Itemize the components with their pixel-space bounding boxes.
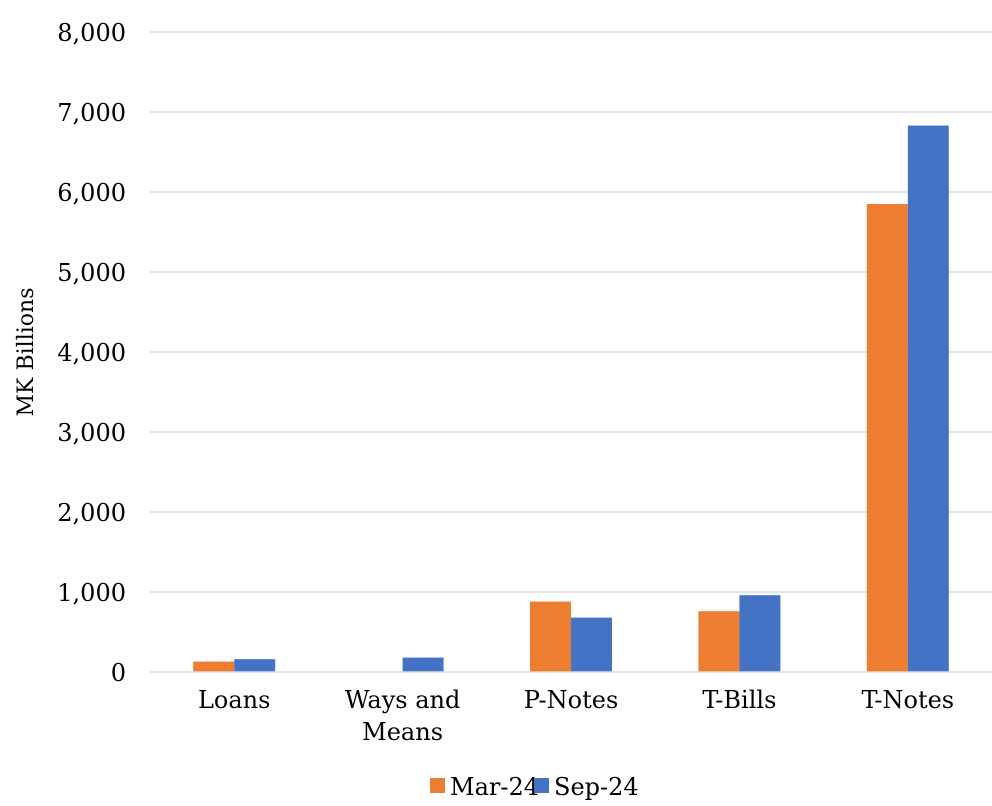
x-tick-label: T-Bills — [702, 686, 776, 714]
legend: Mar-24 Sep-24 — [430, 773, 639, 801]
y-axis-ticks: 0 1,000 2,000 3,000 4,000 5,000 6,000 7,000 8,00… — [57, 19, 126, 687]
x-tick-label-line: Loans — [198, 686, 270, 714]
y-tick-label: 4,000 — [57, 339, 126, 367]
bar-mar-24-p-notes — [530, 601, 571, 672]
y-tick-label: 2,000 — [57, 499, 126, 527]
bar-mar-24-t-notes — [866, 204, 908, 672]
x-tick-label: T-Notes — [861, 686, 954, 714]
x-tick-label: Ways and Means — [345, 686, 461, 746]
y-tick-label: 0 — [111, 659, 126, 687]
legend-label: Mar-24 — [450, 773, 539, 801]
x-tick-label-line: T-Notes — [861, 686, 954, 714]
y-tick-label: 1,000 — [57, 579, 126, 607]
bar-mar-24-t-bills — [698, 611, 740, 672]
x-tick-label: Loans — [198, 686, 270, 714]
y-tick-label: 7,000 — [57, 99, 126, 127]
x-tick-label-line: Means — [362, 718, 443, 746]
bar-sep-24-p-notes — [571, 617, 612, 672]
x-tick-label-line: P-Notes — [524, 686, 619, 714]
x-tick-label-line: T-Bills — [702, 686, 776, 714]
gridlines — [150, 31, 992, 593]
x-tick-label-line: Ways and — [345, 686, 461, 714]
bar-sep-24-ways-and-means — [402, 657, 444, 672]
y-tick-label: 5,000 — [57, 259, 126, 287]
y-tick-label: 3,000 — [57, 419, 126, 447]
x-axis-labels: Loans Ways and Means P-Notes T-Bills T-Notes — [198, 686, 954, 746]
y-tick-label: 8,000 — [57, 19, 126, 47]
bar-sep-24-t-notes — [907, 125, 949, 673]
y-tick-label: 6,000 — [57, 179, 126, 207]
legend-swatch — [430, 778, 445, 793]
legend-label: Sep-24 — [554, 773, 639, 801]
y-axis-title: MK Billions — [14, 288, 39, 417]
bar-mar-24-loans — [193, 661, 235, 672]
bar-sep-24-t-bills — [739, 595, 781, 672]
bars — [193, 125, 949, 673]
x-tick-label: P-Notes — [524, 686, 619, 714]
legend-swatch — [534, 778, 549, 793]
bar-sep-24-loans — [234, 659, 276, 672]
